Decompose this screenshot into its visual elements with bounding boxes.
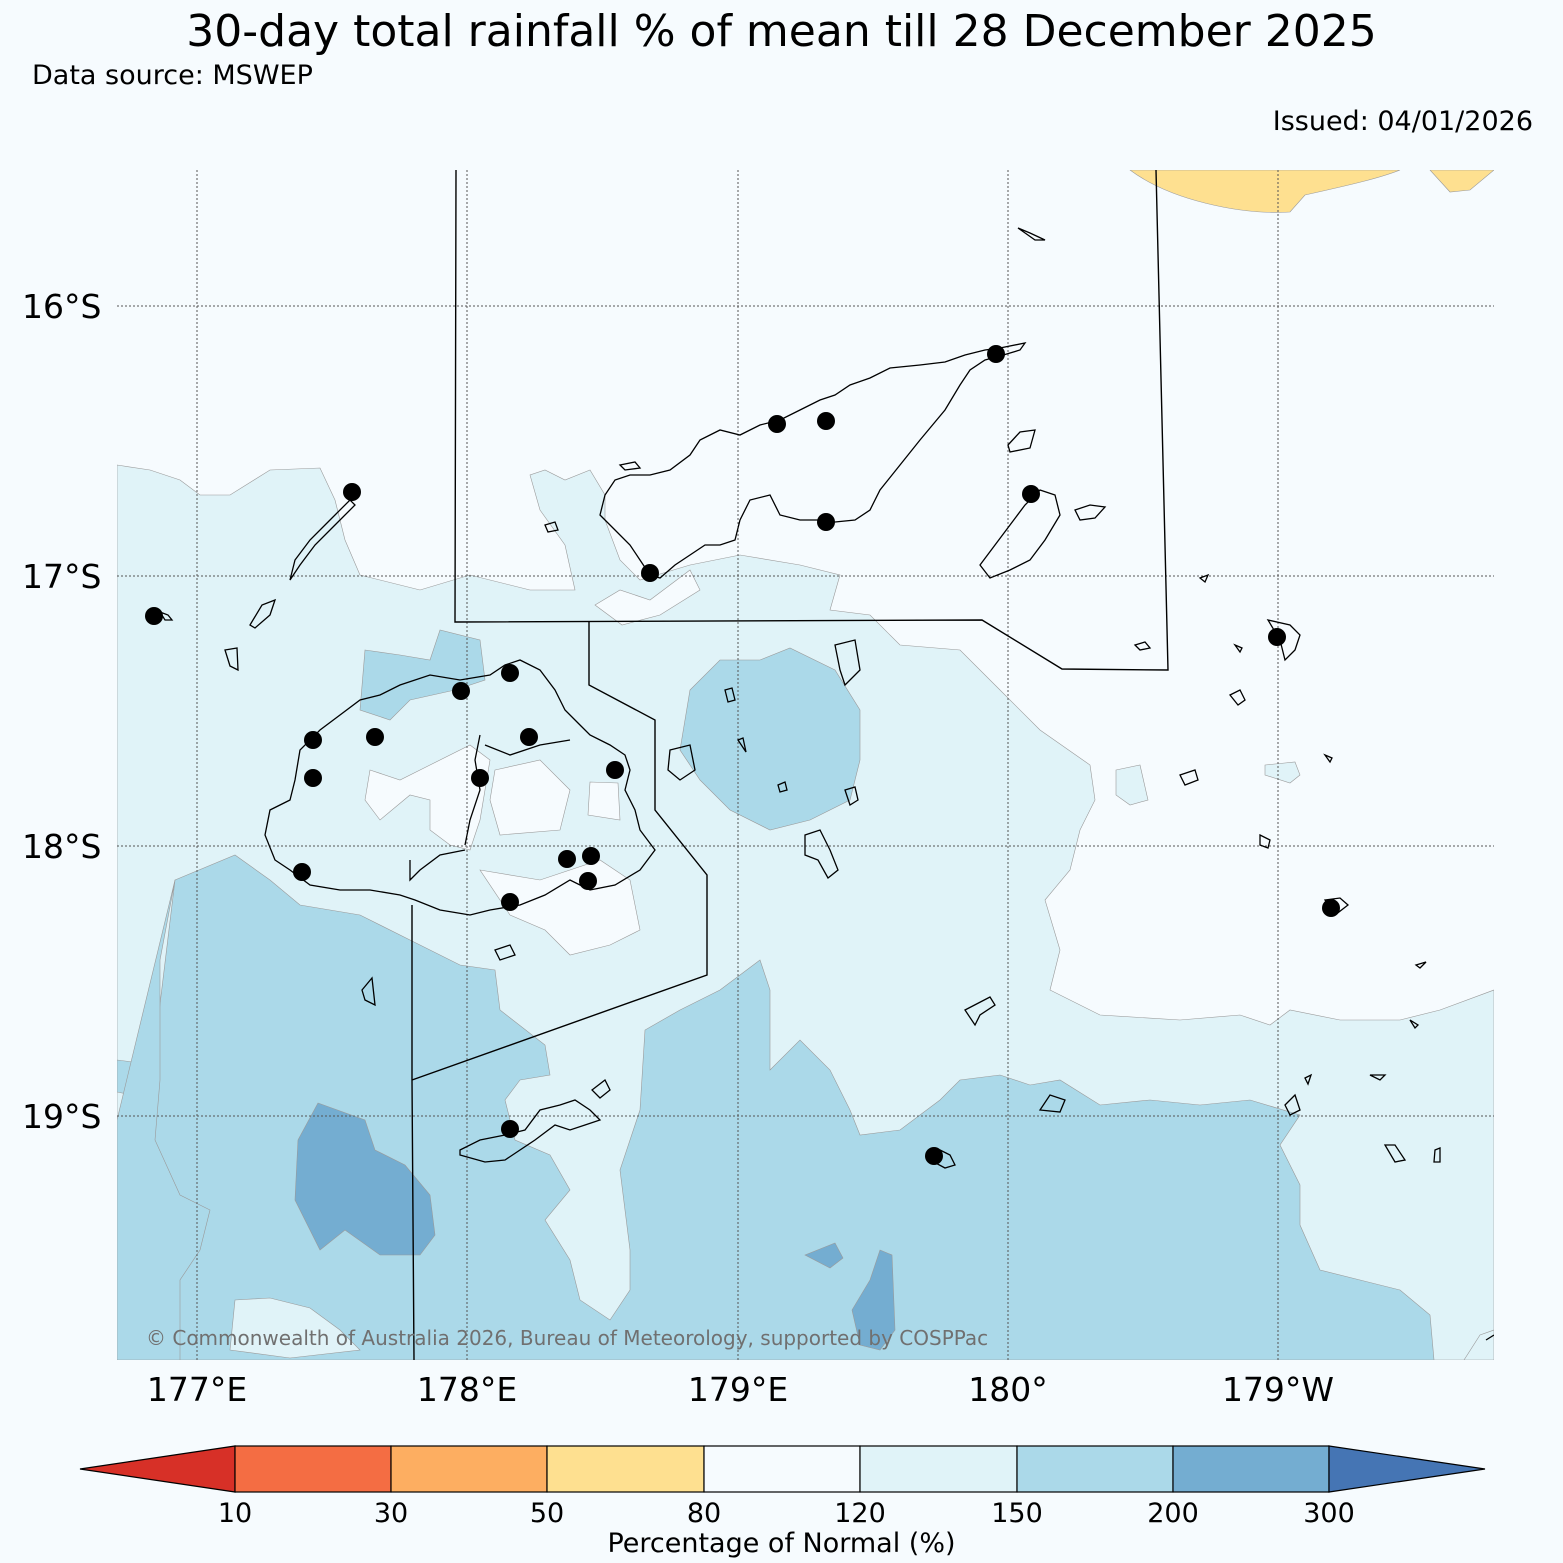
lat-label-18s: 18°S bbox=[22, 827, 102, 866]
rain-zone-200-300 bbox=[294, 1102, 436, 1256]
rain-zone-150-200 bbox=[679, 647, 861, 831]
lon-label-179e: 179°E bbox=[687, 1370, 789, 1409]
colorbar-tick-10: 10 bbox=[217, 1498, 253, 1529]
map-title: 30-day total rainfall % of mean till 28 … bbox=[186, 6, 1377, 57]
colorbar-bin-30-50 bbox=[390, 1445, 548, 1493]
colorbar-tick-50: 50 bbox=[529, 1498, 565, 1529]
colorbar-tick-120: 120 bbox=[834, 1498, 886, 1529]
colorbar-tick-80: 80 bbox=[686, 1498, 722, 1529]
lon-label-177e: 177°E bbox=[146, 1370, 248, 1409]
colorbar-tick-30: 30 bbox=[373, 1498, 409, 1529]
colorbar-tick-150: 150 bbox=[991, 1498, 1043, 1529]
data-source-label: Data source: MSWEP bbox=[32, 60, 313, 91]
rain-zone-80-120 bbox=[594, 569, 701, 626]
rain-zone-120-150 bbox=[1463, 1329, 1494, 1360]
coastlines bbox=[158, 227, 1494, 1341]
rain-zone-80-120 bbox=[489, 759, 571, 836]
colorbar-extend-high bbox=[1328, 1445, 1486, 1493]
colorbar-bin-50-80 bbox=[546, 1445, 705, 1493]
colorbar-bin-200-300 bbox=[1172, 1445, 1330, 1493]
rain-zone-50-80 bbox=[1429, 170, 1494, 193]
rain-zone-150-200 bbox=[359, 629, 486, 721]
colorbar-tick-200: 200 bbox=[1147, 1498, 1199, 1529]
rain-zone-120-150 bbox=[1115, 764, 1149, 806]
lat-label-17s: 17°S bbox=[22, 557, 102, 596]
colorbar-bin-120-150 bbox=[859, 1445, 1018, 1493]
lon-label-179w: 179°W bbox=[1221, 1370, 1335, 1409]
colorbar-bin-10-30 bbox=[234, 1445, 392, 1493]
rain-zone-80-120 bbox=[364, 744, 491, 851]
colorbar-bin-150-200 bbox=[1016, 1445, 1174, 1493]
rain-zone-200-300 bbox=[851, 1249, 896, 1351]
colorbar-title: Percentage of Normal (%) bbox=[607, 1528, 956, 1559]
rain-zone-150-200 bbox=[117, 879, 211, 1360]
rain-zone-120-150 bbox=[1264, 761, 1301, 784]
rain-zone-150-200 bbox=[117, 854, 1435, 1360]
rain-zone-120-150 bbox=[229, 1297, 361, 1359]
lon-label-180: 180° bbox=[968, 1370, 1048, 1409]
colorbar-tick-300: 300 bbox=[1303, 1498, 1355, 1529]
lon-label-178e: 178°E bbox=[416, 1370, 518, 1409]
copyright-notice: © Commonwealth of Australia 2026, Bureau… bbox=[146, 1326, 989, 1350]
rain-zone-200-300 bbox=[804, 1242, 844, 1269]
rain-stations bbox=[145, 345, 1340, 1165]
rain-zone-80-120 bbox=[479, 859, 641, 956]
colorbar bbox=[79, 1445, 1486, 1493]
colorbar-extend-low bbox=[79, 1445, 236, 1493]
rain-zone-50-80 bbox=[1129, 170, 1401, 213]
colorbar-bin-80-120 bbox=[703, 1445, 861, 1493]
lat-label-16s: 16°S bbox=[22, 287, 102, 326]
issued-date-label: Issued: 04/01/2026 bbox=[1272, 106, 1533, 137]
rain-zone-80-120 bbox=[587, 781, 621, 821]
division-boundaries bbox=[411, 170, 1169, 1360]
map-area bbox=[117, 170, 1494, 1360]
lat-label-19s: 19°S bbox=[22, 1097, 102, 1136]
